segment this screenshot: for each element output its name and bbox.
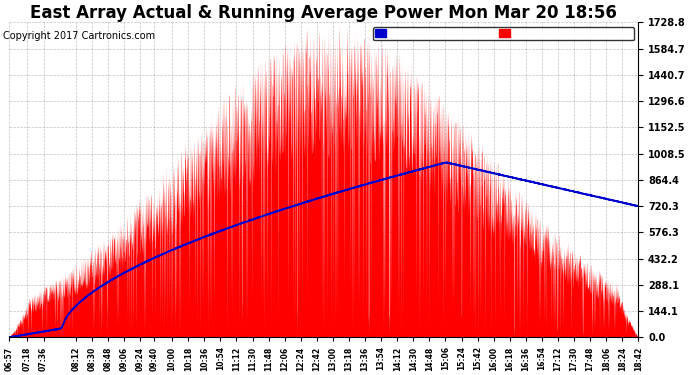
Text: Copyright 2017 Cartronics.com: Copyright 2017 Cartronics.com xyxy=(3,32,155,41)
Legend: Average  (DC Watts), East Array  (DC Watts): Average (DC Watts), East Array (DC Watts… xyxy=(373,27,634,40)
Title: East Array Actual & Running Average Power Mon Mar 20 18:56: East Array Actual & Running Average Powe… xyxy=(30,4,617,22)
